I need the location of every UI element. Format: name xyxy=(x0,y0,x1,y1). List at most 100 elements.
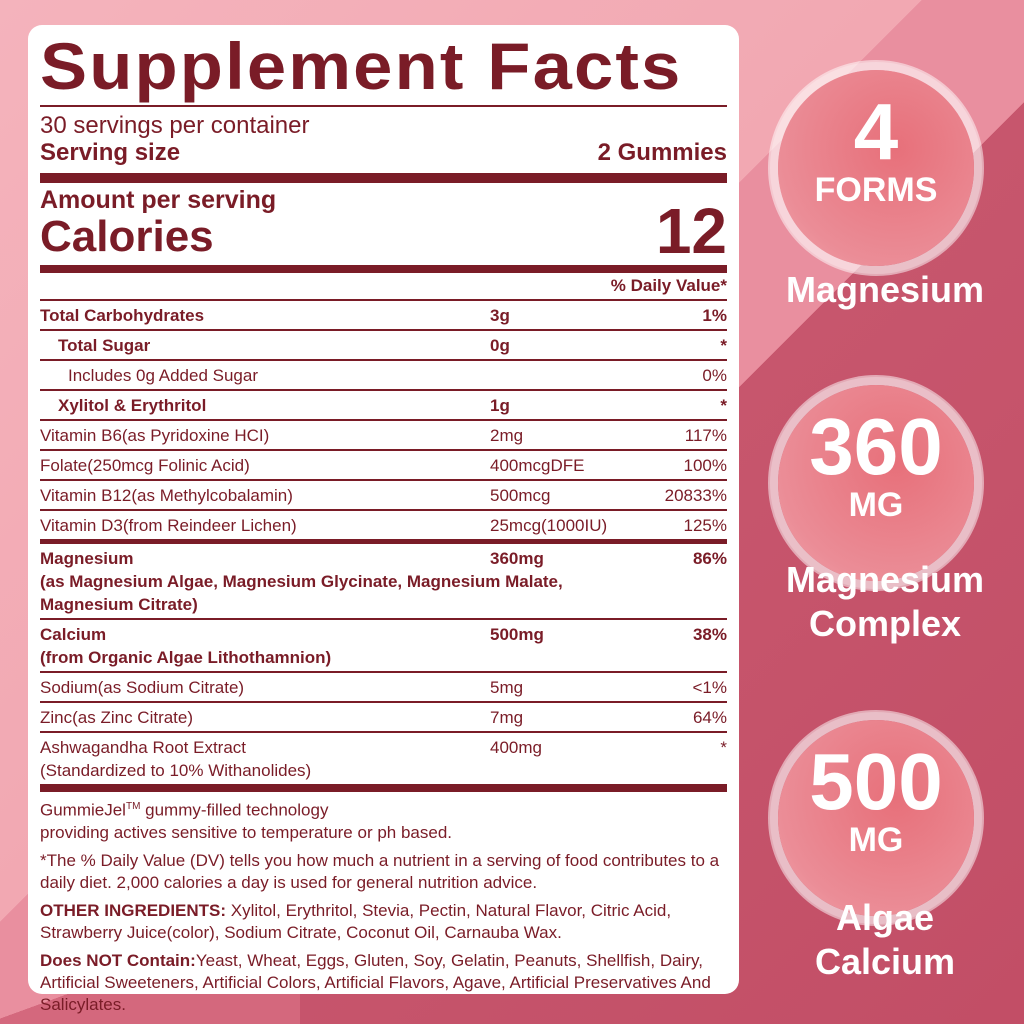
nutrient-dv: * xyxy=(720,738,727,757)
nutrient-row: Total Carbohydrates 3g 1% xyxy=(40,299,727,329)
divider-thick xyxy=(40,173,727,183)
badge-caption: Algae Calcium xyxy=(814,897,956,982)
nutrient-row: Sodium(as Sodium Citrate) 5mg <1% xyxy=(40,671,727,701)
nutrient-row: Vitamin B6(as Pyridoxine HCI) 2mg 117% xyxy=(40,419,727,449)
panel-title: Supplement Facts xyxy=(40,29,683,103)
nutrient-name-text: Total Carbohydrates xyxy=(40,306,205,325)
nutrient-dv: 38% xyxy=(692,625,727,644)
badge-number: 360 xyxy=(809,402,943,491)
badge-360-mg: 360 MG xyxy=(778,385,974,581)
badge-500-mg: 500 MG xyxy=(778,720,974,916)
nutrient-source: (from Organic Algae Lithothamnion) xyxy=(40,648,332,667)
badge-number: 500 xyxy=(809,737,943,826)
nutrient-name-text: Vitamin B12(as Methylcobalamin) xyxy=(40,486,293,505)
badge-unit: MG xyxy=(848,486,904,524)
nutrient-dv: 1% xyxy=(702,306,727,325)
nutrient-amount: 25mcg(1000IU) xyxy=(490,516,608,535)
nutrient-row: Folate(250mcg Folinic Acid) 400mcgDFE 100% xyxy=(40,449,727,479)
amount-per-serving: Amount per serving xyxy=(40,186,277,214)
nutrient-name: Includes 0g Added Sugar xyxy=(40,364,490,387)
nutrient-name-text: Zinc(as Zinc Citrate) xyxy=(40,708,194,727)
nutrient-amount: 2mg xyxy=(490,426,524,445)
calories-value: 12 xyxy=(655,195,727,267)
nutrient-amount xyxy=(490,364,637,387)
gummiejel-note: GummieJelTM gummy-filled technology provi… xyxy=(40,796,727,844)
nutrient-row: Vitamin D3(from Reindeer Lichen) 25mcg(10… xyxy=(40,509,727,539)
nutrient-dv: 0% xyxy=(702,366,727,385)
nutrient-row: Xylitol & Erythritol 1g * xyxy=(40,389,727,419)
nutrient-name: Folate(250mcg Folinic Acid) xyxy=(40,454,490,477)
nutrient-name-text: Sodium(as Sodium Citrate) xyxy=(40,678,245,697)
calories: Calories 12 xyxy=(40,195,727,267)
divider xyxy=(40,105,727,107)
nutrient-amount: 3g xyxy=(490,306,510,325)
nutrient-name-text: Calcium xyxy=(40,625,107,644)
nutrient-row: Vitamin B12(as Methylcobalamin) 500mcg 208… xyxy=(40,479,727,509)
nutrient-row: Zinc(as Zinc Citrate) 7mg 64% xyxy=(40,701,727,731)
gummiejel-text-3: providing actives sensitive to temperatu… xyxy=(40,822,453,842)
nutrient-amount: 1g xyxy=(490,396,510,415)
gummiejel-text: GummieJel xyxy=(40,800,126,820)
serving-size-value: 2 Gummies xyxy=(597,139,727,166)
nutrient-dv: * xyxy=(720,396,727,415)
nutrient-amount: 500mcg xyxy=(490,486,551,505)
divider-medium xyxy=(40,784,727,792)
serving-size-label: Serving size xyxy=(40,139,181,166)
does-not-contain-label: Does NOT Contain: xyxy=(40,950,196,970)
other-ingredients-label: OTHER INGREDIENTS: xyxy=(40,900,227,920)
nutrient-name: Sodium(as Sodium Citrate) xyxy=(40,676,490,699)
footer: GummieJelTM gummy-filled technology provi… xyxy=(40,796,727,1016)
gummiejel-text-2: gummy-filled technology xyxy=(140,800,329,820)
nutrient-dv: 64% xyxy=(692,708,727,727)
nutrient-name: Total Sugar xyxy=(40,334,490,357)
nutrient-dv: <1% xyxy=(692,678,728,697)
nutrient-dv: * xyxy=(720,336,727,355)
nutrient-row: Ashwagandha Root Extract (Standardized to… xyxy=(40,731,727,784)
nutrient-dv: 117% xyxy=(684,426,727,445)
supplement-facts-panel: Supplement Facts 30 servings per contain… xyxy=(28,25,739,1014)
nutrient-amount: 500mg xyxy=(490,625,544,644)
nutrient-amount: 0g xyxy=(490,336,510,355)
badge-caption: Magnesium xyxy=(785,269,985,310)
nutrient-name-text: Xylitol & Erythritol xyxy=(58,396,207,415)
divider-medium xyxy=(40,265,727,273)
nutrient-name: Ashwagandha Root Extract (Standardized to… xyxy=(40,736,490,782)
badge-4-forms: 4 FORMS xyxy=(778,70,974,266)
nutrient-name-text: Vitamin D3(from Reindeer Lichen) xyxy=(40,516,297,535)
nutrient-row: Includes 0g Added Sugar 0% xyxy=(40,359,727,389)
nutrient-row: Total Sugar 0g * xyxy=(40,329,727,359)
badge-number: 4 xyxy=(853,87,899,176)
nutrient-dv: 20833% xyxy=(664,486,727,505)
nutrient-name: Zinc(as Zinc Citrate) xyxy=(40,706,490,729)
nutrient-name: Total Carbohydrates xyxy=(40,304,490,327)
servings-per-container: 30 servings per container xyxy=(40,112,310,139)
nutrient-dv: 86% xyxy=(692,549,727,568)
nutrient-source: (Standardized to 10% Withanolides) xyxy=(40,761,312,780)
trademark: TM xyxy=(125,801,141,812)
nutrient-name: Calcium (from Organic Algae Lithothamnion… xyxy=(40,623,490,669)
badge-caption: Magnesium Complex xyxy=(785,559,985,644)
nutrient-name: Vitamin B6(as Pyridoxine HCI) xyxy=(40,424,490,447)
nutrient-row: Magnesium (as Magnesium Algae, Magnesium … xyxy=(40,539,727,618)
nutrient-amount: 400mcgDFE xyxy=(490,456,585,475)
other-ingredients: OTHER INGREDIENTS: Xylitol, Erythritol, … xyxy=(40,900,727,944)
nutrient-amount: 400mg xyxy=(490,738,542,757)
nutrient-name: Xylitol & Erythritol xyxy=(40,394,490,417)
nutrient-amount: 360mg xyxy=(490,549,544,568)
nutrient-name-text: Total Sugar xyxy=(58,336,151,355)
nutrient-source: (as Magnesium Algae, Magnesium Glycinate… xyxy=(40,572,563,614)
nutrient-amount: 7mg xyxy=(490,708,524,727)
does-not-contain: Does NOT Contain:Yeast, Wheat, Eggs, Glu… xyxy=(40,950,727,1016)
nutrient-name-text: Folate(250mcg Folinic Acid) xyxy=(40,456,250,475)
dv-header: % Daily Value* xyxy=(610,276,727,295)
nutrient-name: Magnesium (as Magnesium Algae, Magnesium … xyxy=(40,547,580,616)
nutrient-amount: 5mg xyxy=(490,678,524,697)
nutrient-name-text: Ashwagandha Root Extract xyxy=(40,738,247,757)
badge-unit: MG xyxy=(848,821,904,859)
does-not-contain-text: Yeast, Wheat, Eggs, Gluten, Soy, Gelatin… xyxy=(40,950,711,1014)
calories-label: Calories xyxy=(40,212,214,261)
nutrient-name: Vitamin B12(as Methylcobalamin) xyxy=(40,484,490,507)
serving-size: Serving size 2 Gummies xyxy=(40,139,727,167)
nutrient-name-text: Vitamin B6(as Pyridoxine HCI) xyxy=(40,426,270,445)
other-ingredients-text: Xylitol, Erythritol, Stevia, Pectin, Nat… xyxy=(40,900,672,942)
